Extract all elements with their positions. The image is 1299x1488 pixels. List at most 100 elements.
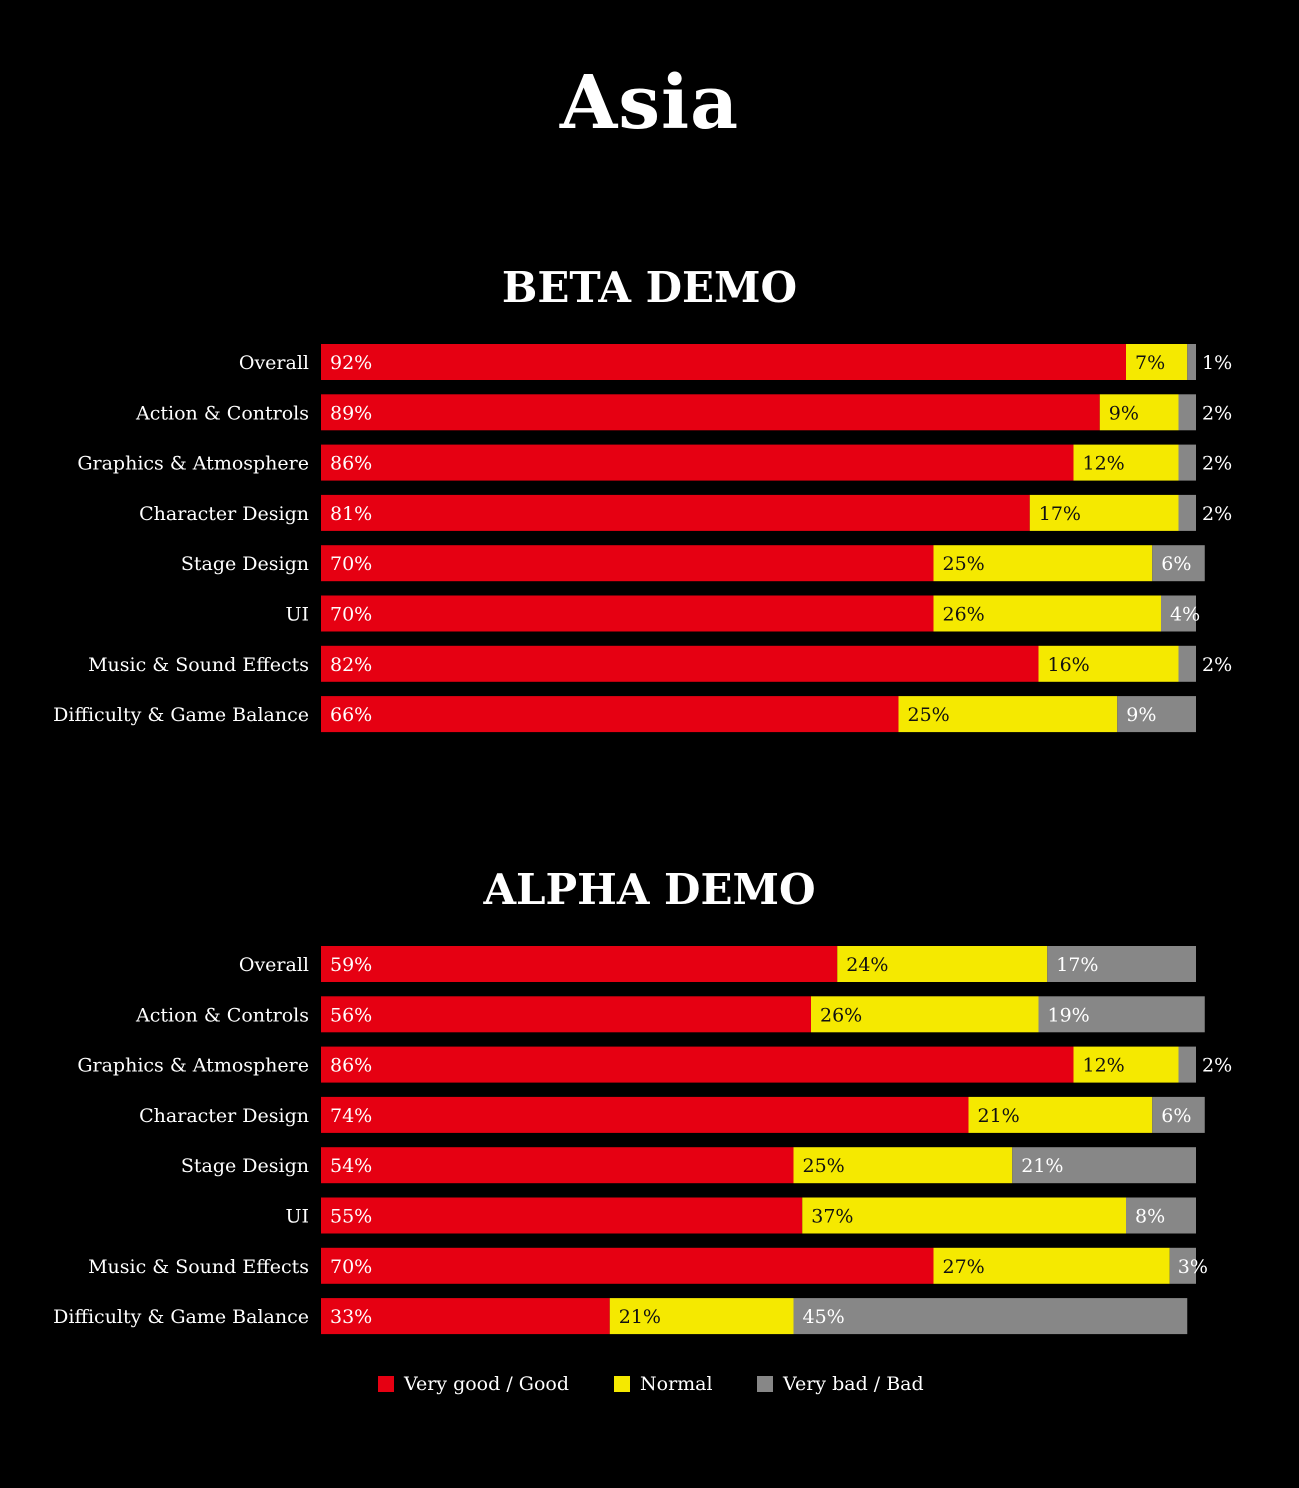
alpha-value-label-normal: 12%	[1083, 1055, 1125, 1077]
alpha-bar-good	[321, 1197, 803, 1234]
beta-bar-bad	[1178, 394, 1196, 431]
beta-value-label-bad: 2%	[1202, 402, 1232, 424]
alpha-bar-normal	[933, 1247, 1170, 1284]
alpha-bar-normal	[811, 996, 1039, 1033]
beta-category-label: Difficulty & Game Balance	[53, 704, 309, 726]
beta-demo-title: BETA DEMO	[501, 263, 798, 312]
beta-value-label-normal: 17%	[1039, 503, 1081, 525]
alpha-bar-bad	[1038, 996, 1205, 1033]
alpha-bar-normal	[609, 1298, 794, 1335]
beta-bar-good	[321, 696, 899, 733]
beta-value-label-good: 70%	[330, 604, 372, 626]
beta-category-label: Overall	[239, 352, 309, 374]
alpha-bar-good	[321, 1298, 610, 1335]
alpha-value-label-normal: 21%	[978, 1105, 1020, 1127]
alpha-bar-normal	[1073, 1046, 1179, 1083]
beta-value-label-good: 81%	[330, 503, 372, 525]
alpha-value-label-good: 86%	[330, 1055, 372, 1077]
alpha-value-label-normal: 21%	[619, 1306, 661, 1328]
alpha-category-label: Stage Design	[181, 1155, 309, 1177]
legend-swatch-bad	[757, 1376, 773, 1392]
alpha-bar-normal	[802, 1197, 1126, 1234]
beta-value-label-bad: 2%	[1202, 453, 1232, 475]
beta-category-label: Music & Sound Effects	[88, 654, 309, 676]
beta-bar-bad	[1161, 595, 1196, 632]
alpha-bar-bad	[1012, 1147, 1196, 1184]
legend-swatch-normal	[614, 1376, 630, 1392]
alpha-value-label-good: 56%	[330, 1004, 372, 1026]
beta-bar-good	[321, 595, 934, 632]
beta-category-label: Action & Controls	[135, 402, 309, 424]
alpha-value-label-bad: 21%	[1021, 1155, 1063, 1177]
alpha-bar-good	[321, 1046, 1074, 1083]
beta-bar-normal	[1029, 494, 1179, 531]
beta-value-label-bad: 4%	[1170, 604, 1200, 626]
alpha-demo-title: ALPHA DEMO	[483, 865, 816, 914]
beta-category-label: Graphics & Atmosphere	[77, 453, 309, 475]
alpha-value-label-good: 55%	[330, 1206, 372, 1228]
alpha-bar-bad	[1152, 1096, 1205, 1133]
alpha-value-label-bad: 6%	[1161, 1105, 1191, 1127]
beta-value-label-good: 92%	[330, 352, 372, 374]
alpha-bar-normal	[968, 1096, 1153, 1133]
alpha-value-label-normal: 26%	[820, 1004, 862, 1026]
alpha-category-label: Music & Sound Effects	[88, 1256, 309, 1278]
alpha-value-label-bad: 45%	[803, 1306, 845, 1328]
alpha-bar-bad	[1178, 1046, 1196, 1083]
beta-bar-normal	[933, 595, 1161, 632]
beta-bar-normal	[933, 545, 1153, 582]
legend-label-normal: Normal	[640, 1373, 713, 1395]
legend-label-bad: Very bad / Bad	[783, 1373, 924, 1395]
beta-category-label: UI	[285, 604, 309, 626]
alpha-value-label-normal: 25%	[803, 1155, 845, 1177]
alpha-category-label: Graphics & Atmosphere	[77, 1055, 309, 1077]
alpha-bar-good	[321, 1096, 969, 1133]
legend-swatch-good	[378, 1376, 394, 1392]
beta-category-label: Character Design	[139, 503, 309, 525]
beta-bar-bad	[1178, 444, 1196, 481]
beta-value-label-normal: 7%	[1135, 352, 1165, 374]
page-title: Asia	[559, 60, 740, 146]
beta-bar-good	[321, 645, 1039, 682]
alpha-bar-bad	[1047, 946, 1196, 982]
alpha-bar-normal	[793, 1147, 1013, 1184]
beta-bar-normal	[1099, 394, 1179, 431]
beta-value-label-normal: 12%	[1083, 453, 1125, 475]
legend-item-bad: Very bad / Bad	[757, 1372, 924, 1396]
beta-value-label-bad: 9%	[1126, 704, 1156, 726]
beta-bar-bad	[1178, 645, 1196, 682]
beta-bar-good	[321, 545, 934, 582]
beta-value-label-normal: 26%	[943, 604, 985, 626]
beta-value-label-good: 66%	[330, 704, 372, 726]
alpha-value-label-normal: 37%	[811, 1206, 853, 1228]
alpha-bar-bad	[1126, 1197, 1196, 1234]
alpha-value-label-good: 59%	[330, 954, 372, 976]
alpha-value-label-good: 33%	[330, 1306, 372, 1328]
beta-bar-good	[321, 344, 1126, 380]
legend-item-normal: Normal	[614, 1372, 713, 1396]
alpha-value-label-normal: 27%	[943, 1256, 985, 1278]
beta-bar-bad	[1178, 494, 1196, 531]
alpha-bar-good	[321, 1247, 934, 1284]
beta-bar-good	[321, 394, 1100, 431]
beta-value-label-bad: 2%	[1202, 503, 1232, 525]
beta-value-label-good: 82%	[330, 654, 372, 676]
alpha-value-label-bad: 2%	[1202, 1055, 1232, 1077]
beta-value-label-normal: 9%	[1109, 402, 1139, 424]
alpha-value-label-good: 70%	[330, 1256, 372, 1278]
chart-legend: Very good / Good Normal Very bad / Bad	[0, 1372, 1299, 1396]
beta-value-label-bad: 2%	[1202, 654, 1232, 676]
alpha-value-label-bad: 3%	[1178, 1256, 1208, 1278]
beta-value-label-normal: 25%	[908, 704, 950, 726]
alpha-category-label: Overall	[239, 954, 309, 976]
beta-value-label-good: 70%	[330, 553, 372, 575]
alpha-demo-chart: Overall 59% 24% 17% Action & Controls 56% 26% 1…	[53, 946, 1232, 1335]
alpha-category-label: Character Design	[139, 1105, 309, 1127]
alpha-bar-normal	[837, 946, 1048, 982]
alpha-value-label-bad: 19%	[1048, 1004, 1090, 1026]
alpha-value-label-bad: 17%	[1056, 954, 1098, 976]
beta-bar-bad	[1152, 545, 1205, 582]
alpha-value-label-normal: 24%	[846, 954, 888, 976]
beta-value-label-normal: 16%	[1048, 654, 1090, 676]
alpha-value-label-bad: 8%	[1135, 1206, 1165, 1228]
